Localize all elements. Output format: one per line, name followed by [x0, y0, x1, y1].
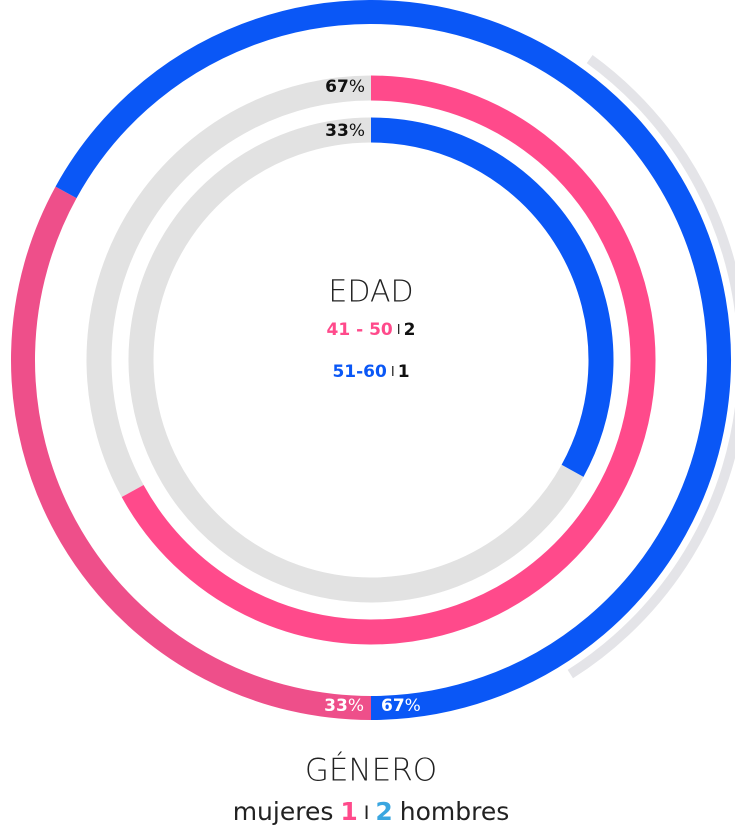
- legend-row: 51-60 I 1: [332, 362, 409, 382]
- legend-count: 2: [375, 797, 392, 826]
- legend-count: 1: [340, 797, 357, 826]
- edad-arc: [370, 117, 614, 477]
- percent-label: 33%: [324, 696, 364, 716]
- edad-arc: [121, 75, 656, 645]
- legend-name: mujeres: [233, 797, 334, 826]
- percent-unit: %: [405, 696, 421, 716]
- percent-value: 33: [325, 121, 349, 141]
- percent-unit: %: [349, 121, 365, 141]
- genero-arc: [55, 0, 731, 720]
- percent-unit: %: [348, 696, 364, 716]
- legend-sep: I: [397, 323, 401, 338]
- legend-row: 41 - 50 I 2: [327, 320, 416, 340]
- genero-title: GÉNERO: [305, 753, 437, 789]
- percent-value: 67: [325, 77, 349, 97]
- decor-arc: [567, 55, 735, 679]
- legend-count: 2: [404, 320, 416, 340]
- percent-label: 67%: [325, 77, 365, 97]
- percent-value: 33: [324, 696, 348, 716]
- legend-count: 1: [398, 362, 410, 382]
- percent-label: 67%: [381, 696, 421, 716]
- legend-name: hombres: [400, 797, 510, 826]
- percent-unit: %: [349, 77, 365, 97]
- legend-name: 41 - 50: [327, 320, 393, 340]
- ring-track: [128, 117, 584, 603]
- percent-label: 33%: [325, 121, 365, 141]
- genero-arc: [11, 186, 372, 720]
- legend-sep: I: [391, 365, 395, 380]
- edad-title: EDAD: [328, 275, 413, 310]
- legend-name: 51-60: [332, 362, 387, 382]
- legend-sep: I: [364, 802, 370, 824]
- ring-track: [86, 75, 372, 498]
- genero-legend: mujeres 1 I 2 hombres: [233, 797, 510, 826]
- percent-value: 67: [381, 696, 405, 716]
